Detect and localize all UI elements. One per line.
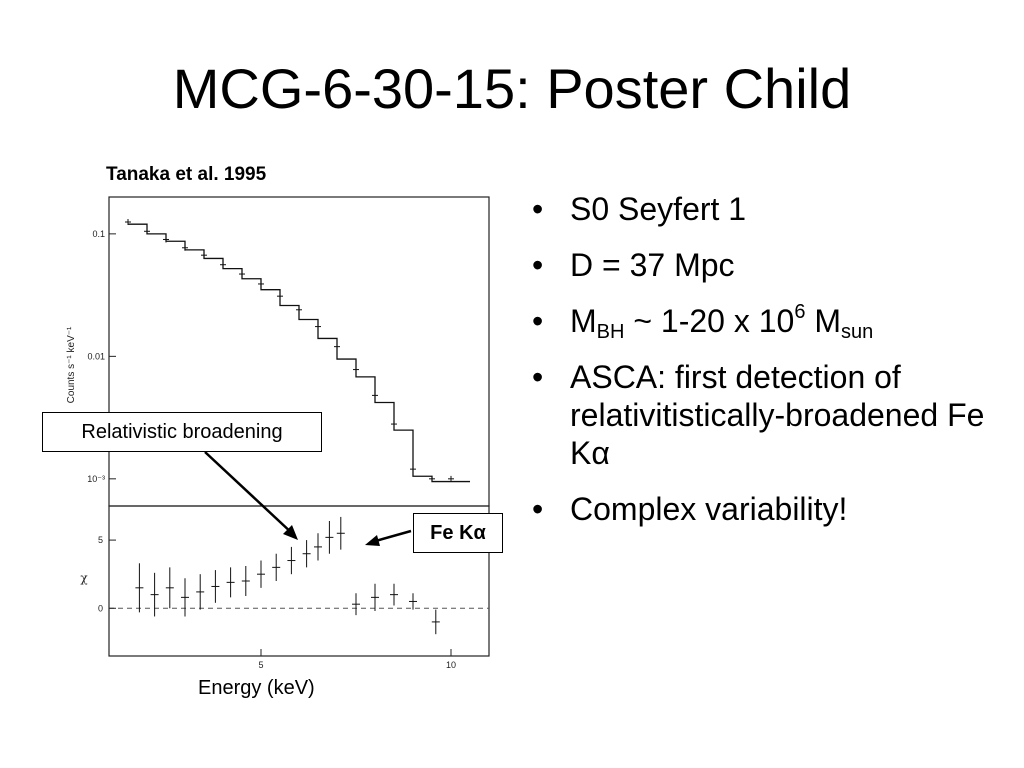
- fe-arrow: [371, 529, 412, 544]
- bullet-item: ASCA: first detection of relativitistica…: [532, 358, 1012, 472]
- bullet-text: ~ 1-20 x 10: [624, 303, 795, 339]
- bullet-text: ASCA: first detection of relativitistica…: [570, 359, 985, 471]
- citation-label: Tanaka et al. 1995: [106, 164, 267, 185]
- bullet-text: Complex variability!: [570, 491, 848, 527]
- y-tick-label: 0.01: [87, 351, 105, 361]
- bullet-list: S0 Seyfert 1 D = 37 Mpc MBH ~ 1-20 x 106…: [532, 190, 1012, 546]
- bullet-item: D = 37 Mpc: [532, 246, 1012, 284]
- bullet-text: D = 37 Mpc: [570, 247, 735, 283]
- superscript-exponent: 6: [794, 301, 806, 323]
- spectrum-frame: [108, 196, 490, 507]
- y-tick-label: 0.1: [92, 229, 105, 239]
- slide-title: MCG-6-30-15: Poster Child: [172, 57, 852, 120]
- y-tick-label: 10⁻³: [87, 474, 105, 484]
- residual-frame: [108, 505, 490, 657]
- y-tick-label: 5: [98, 535, 103, 545]
- relativistic-arrow: [204, 451, 295, 536]
- subscript-bh: BH: [596, 321, 625, 343]
- bullet-text: M: [805, 303, 842, 339]
- residual-ylabel: χ: [80, 571, 88, 585]
- fe-arrowhead: [365, 535, 380, 546]
- x-tick-label: 5: [258, 660, 263, 670]
- subscript-sun: sun: [841, 321, 874, 343]
- alpha-symbol: α: [591, 435, 610, 471]
- bullet-item: MBH ~ 1-20 x 106 Msun: [532, 301, 1012, 343]
- fe-callout-text: Fe K: [430, 522, 474, 544]
- alpha-symbol: α: [473, 522, 486, 544]
- y-tick-label: 0: [98, 603, 103, 613]
- x-tick-label: 10: [446, 660, 456, 670]
- relativistic-callout: Relativistic broadening: [42, 412, 322, 452]
- bullet-text: M: [570, 303, 597, 339]
- energy-axis-label: Energy (keV): [198, 677, 315, 699]
- spectrum-ylabel: Counts s⁻¹ keV⁻¹: [66, 326, 77, 403]
- bullet-text: S0 Seyfert 1: [570, 191, 747, 227]
- bullet-item: Complex variability!: [532, 490, 1012, 528]
- residual-panel: χ 0 5 5 10: [80, 505, 490, 670]
- relativistic-arrowhead: [283, 525, 298, 540]
- spectrum-panel: Counts s⁻¹ keV⁻¹ 0.1 0.01 10⁻³: [66, 196, 490, 507]
- bullet-item: S0 Seyfert 1: [532, 190, 1012, 228]
